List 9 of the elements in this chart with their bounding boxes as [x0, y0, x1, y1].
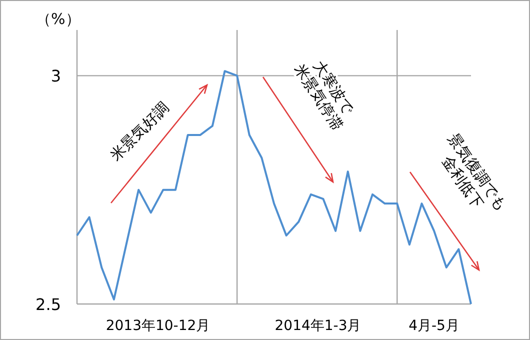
y-axis-title: （%） [36, 10, 80, 28]
annotation: 景気復調でも 金利低下 [438, 130, 511, 214]
y-tick-label: 3 [50, 66, 61, 86]
y-tick-label: 2.5 [36, 295, 61, 314]
text: 2013年10-12月 [106, 318, 210, 334]
annotation: 大寒波で 米景気停滞 [290, 57, 358, 134]
text: 2014年1-3月 [274, 318, 362, 334]
text: 4月-5月 [408, 318, 460, 334]
annotation: 米景気好調 [106, 98, 172, 164]
